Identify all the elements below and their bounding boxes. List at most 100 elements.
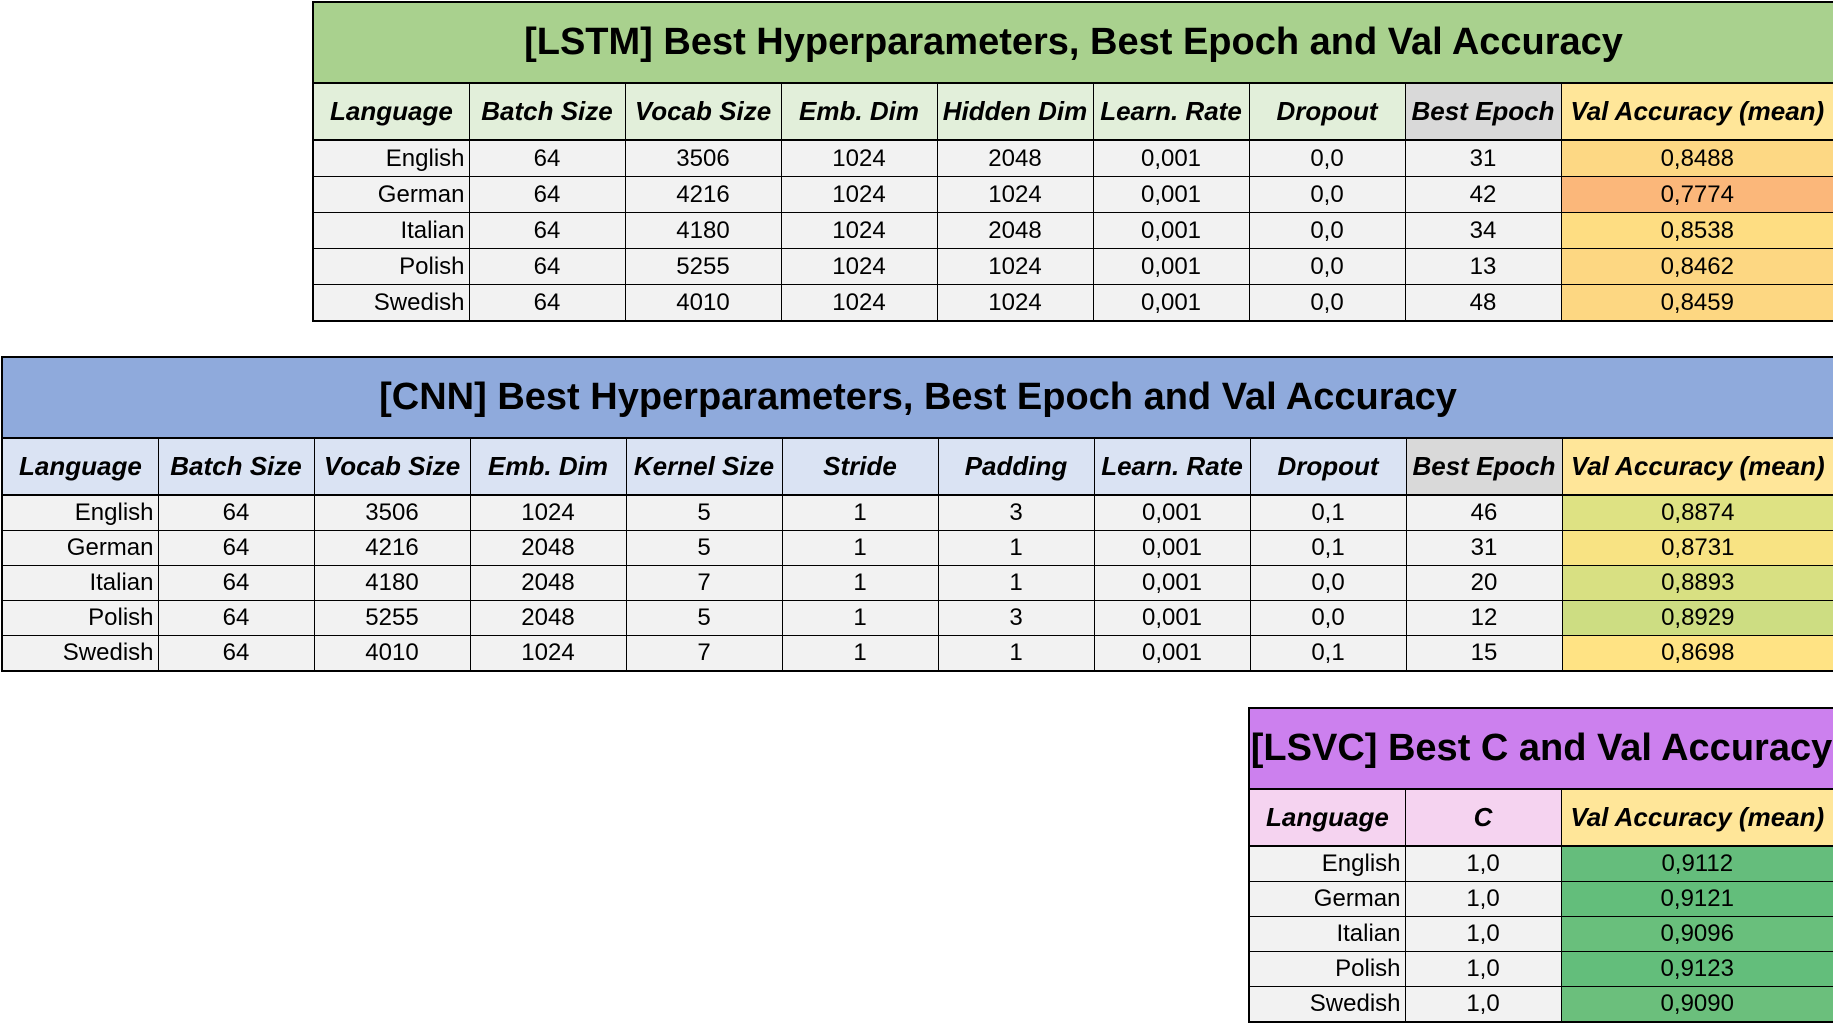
- table-cell: 0,0: [1248, 139, 1406, 177]
- table-row: Italian 64 4180 2048 7 1 1 0,001 0,0 20 0,8893: [1, 565, 1833, 601]
- table-cell: 64: [468, 212, 626, 249]
- table-row: Swedish 1,0 0,9090: [1248, 986, 1833, 1023]
- lsvc-body: English 1,0 0,9112 German 1,0 0,9121 Italian 1,…: [1248, 845, 1833, 1023]
- table-cell: 5: [625, 530, 783, 566]
- table-cell: 1024: [469, 635, 627, 672]
- language-cell: German: [1, 530, 159, 566]
- table-row: Polish 1,0 0,9123: [1248, 951, 1833, 987]
- language-cell: English: [312, 139, 470, 177]
- accuracy-cell: 0,9112: [1560, 845, 1833, 882]
- lstm-body: English 64 3506 1024 2048 0,001 0,0 31 0,8488 Ger…: [312, 139, 1833, 322]
- table-cell: 3: [937, 600, 1095, 636]
- table-cell: 0,0: [1249, 565, 1407, 601]
- table-cell: 0,001: [1092, 248, 1250, 285]
- accuracy-cell: 0,8462: [1560, 248, 1833, 285]
- table-cell: 2048: [469, 565, 627, 601]
- language-cell: Swedish: [1, 635, 159, 672]
- table-cell: 1: [781, 565, 939, 601]
- table-cell: 1: [781, 635, 939, 672]
- table-cell: 2048: [936, 139, 1094, 177]
- table-row: Polish 64 5255 2048 5 1 3 0,001 0,0 12 0,8929: [1, 600, 1833, 636]
- table-cell: 12: [1405, 600, 1563, 636]
- accuracy-cell: 0,8488: [1560, 139, 1833, 177]
- lsvc-header-row: Language C Val Accuracy (mean): [1248, 788, 1833, 847]
- table-row: German 64 4216 1024 1024 0,001 0,0 42 0,7774: [312, 176, 1833, 213]
- table-cell: 0,0: [1248, 176, 1406, 213]
- language-cell: Swedish: [312, 284, 470, 322]
- table-cell: 1: [937, 530, 1095, 566]
- cnn-body: English 64 3506 1024 5 1 3 0,001 0,1 46 0,8874 Germ…: [1, 494, 1833, 672]
- table-cell: 1,0: [1404, 986, 1562, 1023]
- table-cell: 0,001: [1092, 139, 1250, 177]
- table-cell: 0,001: [1093, 530, 1251, 566]
- column-header: Vocab Size: [624, 82, 782, 141]
- column-header: Vocab Size: [313, 437, 471, 496]
- table-cell: 0,0: [1249, 600, 1407, 636]
- table-cell: 0,001: [1093, 600, 1251, 636]
- language-cell: Italian: [1248, 916, 1406, 952]
- table-cell: 7: [625, 635, 783, 672]
- table-cell: 46: [1405, 494, 1563, 531]
- table-cell: 31: [1404, 139, 1562, 177]
- column-header: Kernel Size: [625, 437, 783, 496]
- table-cell: 0,1: [1249, 635, 1407, 672]
- table-cell: 64: [157, 600, 315, 636]
- table-cell: 1024: [936, 284, 1094, 322]
- accuracy-cell: 0,8929: [1561, 600, 1833, 636]
- table-cell: 1024: [780, 212, 938, 249]
- table-cell: 7: [625, 565, 783, 601]
- table-cell: 0,001: [1093, 565, 1251, 601]
- table-cell: 64: [468, 139, 626, 177]
- table-cell: 1024: [780, 176, 938, 213]
- table-cell: 48: [1404, 284, 1562, 322]
- table-cell: 64: [468, 248, 626, 285]
- table-cell: 1: [937, 635, 1095, 672]
- table-cell: 3506: [313, 494, 471, 531]
- table-cell: 5255: [313, 600, 471, 636]
- language-cell: German: [312, 176, 470, 213]
- table-cell: 0,001: [1092, 284, 1250, 322]
- language-cell: English: [1, 494, 159, 531]
- table-row: Italian 64 4180 1024 2048 0,001 0,0 34 0,8538: [312, 212, 1833, 249]
- table-cell: 0,0: [1248, 248, 1406, 285]
- lsvc-title: [LSVC] Best C and Val Accuracy: [1248, 707, 1833, 790]
- accuracy-cell: 0,9096: [1560, 916, 1833, 952]
- table-cell: 0,001: [1092, 212, 1250, 249]
- accuracy-cell: 0,7774: [1560, 176, 1833, 213]
- table-cell: 1,0: [1404, 881, 1562, 917]
- table-cell: 1: [781, 530, 939, 566]
- table-row: Swedish 64 4010 1024 7 1 1 0,001 0,1 15 0,8698: [1, 635, 1833, 672]
- table-cell: 1024: [936, 248, 1094, 285]
- table-cell: 3506: [624, 139, 782, 177]
- table-row: English 1,0 0,9112: [1248, 845, 1833, 882]
- table-cell: 0,1: [1249, 494, 1407, 531]
- accuracy-cell: 0,8731: [1561, 530, 1833, 566]
- column-header: Language: [1, 437, 159, 496]
- table-cell: 1,0: [1404, 845, 1562, 882]
- table-cell: 0,001: [1093, 494, 1251, 531]
- table-cell: 1,0: [1404, 951, 1562, 987]
- table-cell: 4180: [624, 212, 782, 249]
- table-cell: 1: [781, 494, 939, 531]
- language-cell: Italian: [312, 212, 470, 249]
- column-header: Batch Size: [157, 437, 315, 496]
- column-header: Batch Size: [468, 82, 626, 141]
- table-cell: 2048: [469, 530, 627, 566]
- table-cell: 1,0: [1404, 916, 1562, 952]
- lsvc-table: [LSVC] Best C and Val Accuracy Language …: [1248, 707, 1833, 1023]
- table-cell: 20: [1405, 565, 1563, 601]
- lstm-title: [LSTM] Best Hyperparameters, Best Epoch …: [312, 1, 1833, 84]
- table-cell: 0,1: [1249, 530, 1407, 566]
- table-cell: 4180: [313, 565, 471, 601]
- table-cell: 1024: [780, 284, 938, 322]
- table-cell: 4010: [313, 635, 471, 672]
- table-cell: 1024: [469, 494, 627, 531]
- column-header: Learn. Rate: [1093, 437, 1251, 496]
- table-cell: 2048: [936, 212, 1094, 249]
- table-cell: 1024: [936, 176, 1094, 213]
- column-header: Best Epoch: [1405, 437, 1563, 496]
- table-row: English 64 3506 1024 2048 0,001 0,0 31 0,8488: [312, 139, 1833, 177]
- lstm-header-row: Language Batch Size Vocab Size Emb. Dim …: [312, 82, 1833, 141]
- table-cell: 2048: [469, 600, 627, 636]
- table-cell: 5255: [624, 248, 782, 285]
